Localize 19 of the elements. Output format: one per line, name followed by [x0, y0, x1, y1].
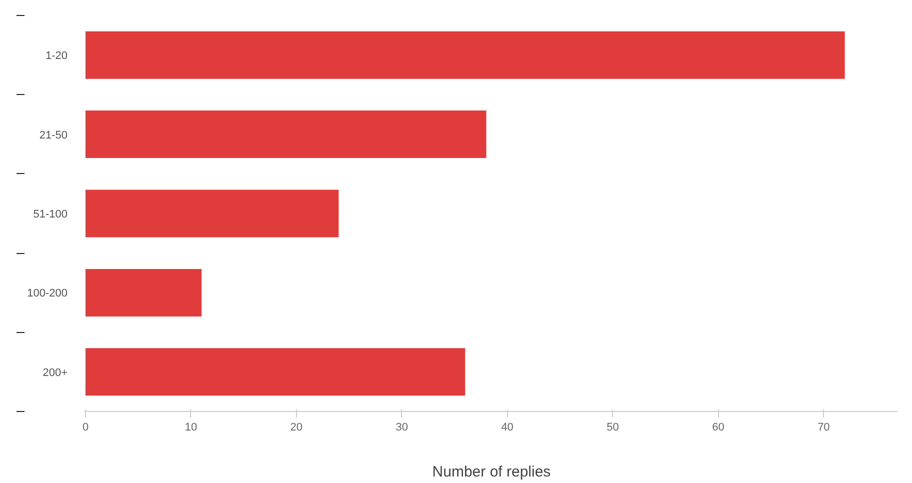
- x-tick-label: 40: [501, 422, 514, 434]
- x-axis-title: Number of replies: [432, 464, 551, 480]
- y-tick-label: 100-200: [27, 288, 68, 300]
- y-tick-label: 1-20: [45, 50, 68, 62]
- x-tick-label: 0: [82, 422, 89, 434]
- y-tick-label: 51-100: [33, 208, 68, 220]
- x-tick-label: 50: [606, 422, 619, 434]
- x-tick-label: 30: [396, 422, 408, 434]
- x-tick-label: 20: [290, 422, 303, 434]
- x-tick-label: 60: [712, 422, 724, 434]
- bar: [86, 348, 466, 396]
- bar: [86, 268, 202, 316]
- y-tick-label: 200+: [42, 366, 68, 379]
- bar: [86, 110, 486, 158]
- x-tick-label: 10: [184, 422, 198, 434]
- y-tick-label: 21-50: [39, 129, 68, 142]
- x-tick-label: 70: [818, 422, 830, 434]
- bar: [86, 190, 339, 238]
- bar: [86, 31, 845, 79]
